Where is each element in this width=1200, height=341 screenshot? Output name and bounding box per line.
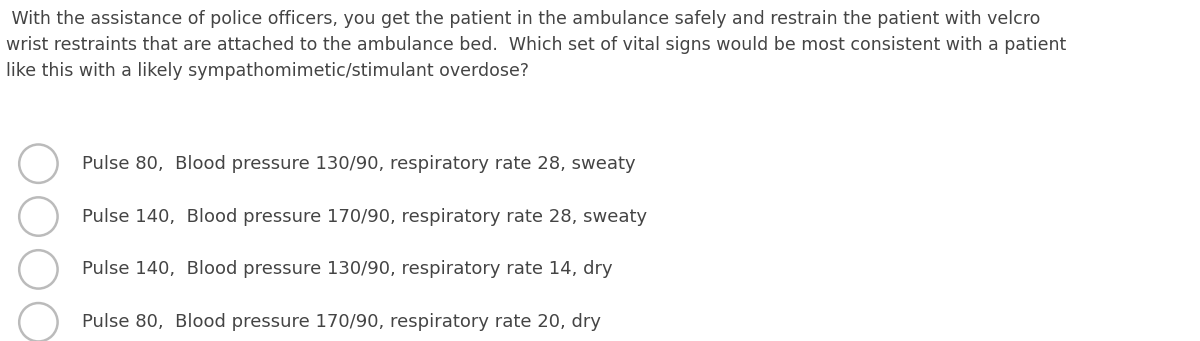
Text: Pulse 140,  Blood pressure 170/90, respiratory rate 28, sweaty: Pulse 140, Blood pressure 170/90, respir…: [82, 208, 647, 225]
Text: With the assistance of police officers, you get the patient in the ambulance saf: With the assistance of police officers, …: [6, 10, 1067, 80]
Text: Pulse 80,  Blood pressure 130/90, respiratory rate 28, sweaty: Pulse 80, Blood pressure 130/90, respira…: [82, 155, 635, 173]
Text: Pulse 140,  Blood pressure 130/90, respiratory rate 14, dry: Pulse 140, Blood pressure 130/90, respir…: [82, 261, 612, 278]
Text: Pulse 80,  Blood pressure 170/90, respiratory rate 20, dry: Pulse 80, Blood pressure 170/90, respira…: [82, 313, 601, 331]
